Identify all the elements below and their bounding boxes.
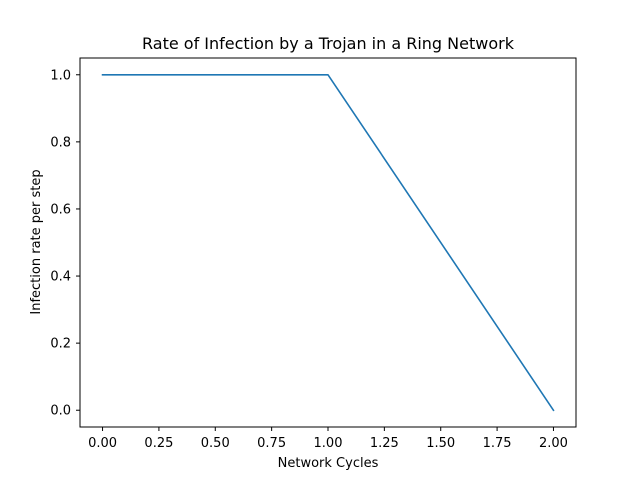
chart-title: Rate of Infection by a Trojan in a Ring … [142, 34, 515, 53]
x-axis-label: Network Cycles [278, 456, 379, 471]
y-tick-label: 0.6 [50, 202, 71, 217]
data-point [553, 409, 555, 411]
x-tick-label: 1.50 [426, 436, 455, 451]
y-tick-label: 0.4 [50, 270, 71, 285]
y-tick-label: 0.2 [50, 337, 71, 352]
x-tick-label: 0.25 [144, 436, 173, 451]
y-tick-label: 1.0 [50, 68, 71, 83]
data-point [102, 74, 104, 76]
x-tick-label: 0.75 [257, 436, 286, 451]
x-axis: 0.00 0.25 0.50 0.75 1.00 1.25 1.50 1.75 2.00 [88, 427, 568, 451]
series-line-0 [101, 73, 555, 412]
y-tick-label: 0.8 [50, 135, 71, 150]
x-tick-label: 1.25 [370, 436, 399, 451]
x-tick-label: 2.00 [539, 436, 568, 451]
y-axis: 0.0 0.2 0.4 0.6 0.8 1.0 [50, 68, 80, 419]
x-tick-label: 0.50 [201, 436, 230, 451]
series-layer [101, 73, 555, 412]
x-tick-label: 0.00 [88, 436, 117, 451]
x-tick-label: 1.75 [483, 436, 512, 451]
x-tick-label: 1.00 [314, 436, 343, 451]
data-point [327, 74, 329, 76]
y-tick-label: 0.0 [50, 404, 71, 419]
y-axis-label: Infection rate per step [29, 169, 44, 314]
